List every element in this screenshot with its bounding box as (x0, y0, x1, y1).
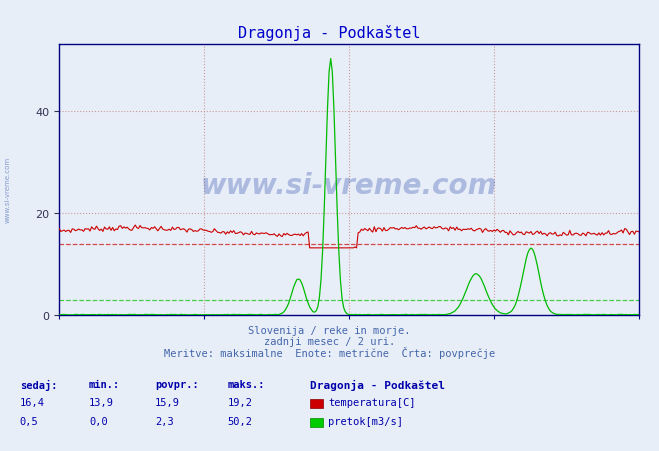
Text: min.:: min.: (89, 379, 120, 389)
Text: povpr.:: povpr.: (155, 379, 198, 389)
Text: sedaj:: sedaj: (20, 379, 57, 390)
Text: www.si-vreme.com: www.si-vreme.com (5, 156, 11, 222)
Text: 50,2: 50,2 (227, 416, 252, 426)
Text: 16,4: 16,4 (20, 397, 45, 407)
Text: 15,9: 15,9 (155, 397, 180, 407)
Text: 0,0: 0,0 (89, 416, 107, 426)
Text: maks.:: maks.: (227, 379, 265, 389)
Text: temperatura[C]: temperatura[C] (328, 397, 416, 407)
Text: pretok[m3/s]: pretok[m3/s] (328, 416, 403, 426)
Text: www.si-vreme.com: www.si-vreme.com (201, 172, 498, 200)
Text: zadnji mesec / 2 uri.: zadnji mesec / 2 uri. (264, 336, 395, 346)
Text: Dragonja - Podkaštel: Dragonja - Podkaštel (310, 379, 445, 390)
Text: 19,2: 19,2 (227, 397, 252, 407)
Text: Meritve: maksimalne  Enote: metrične  Črta: povprečje: Meritve: maksimalne Enote: metrične Črta… (164, 346, 495, 359)
Text: 0,5: 0,5 (20, 416, 38, 426)
Text: 2,3: 2,3 (155, 416, 173, 426)
Text: Slovenija / reke in morje.: Slovenija / reke in morje. (248, 326, 411, 336)
Text: 13,9: 13,9 (89, 397, 114, 407)
Text: Dragonja - Podkaštel: Dragonja - Podkaštel (239, 25, 420, 41)
